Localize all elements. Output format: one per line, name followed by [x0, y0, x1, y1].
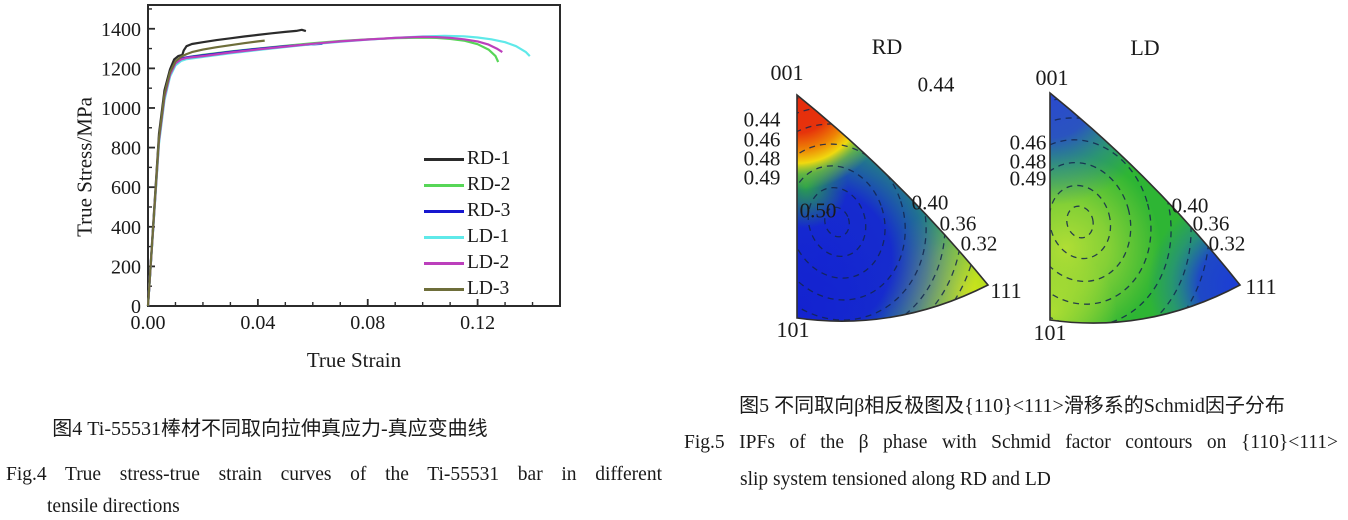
ipf-rd-contour-label: 0.40 — [911, 190, 949, 215]
ipf-rd-contour-label-top: 0.44 — [917, 72, 955, 97]
ipf-ld-contour-label: 0.40 — [1171, 193, 1209, 218]
contour-ring — [1050, 184, 1112, 260]
series-LD-3 — [146, 39, 265, 307]
contour-ring — [1050, 161, 1132, 283]
legend-swatch — [424, 261, 464, 265]
contour-ring — [797, 143, 906, 301]
ipf-ld-corner-001: 001 — [1035, 65, 1069, 90]
legend-label: RD-2 — [467, 174, 511, 196]
y-tick-label: 400 — [111, 217, 141, 239]
ipf-canvas — [796, 91, 1242, 324]
ipf-rd-contour-label: 0.44 — [743, 107, 781, 132]
contour-ring — [807, 186, 867, 258]
chart-canvas: 0.00 0.04 0.08 0.12 0 200 400 600 800 1000 1200 140… — [101, 4, 561, 334]
series-RD-3 — [146, 42, 323, 307]
ipf-rd-contour-label: 0.32 — [960, 231, 998, 256]
y-tick-label: 1000 — [101, 98, 141, 120]
ipf-ld-corner-101: 101 — [1033, 320, 1067, 345]
ipf-rd-contour-label: 0.48 — [743, 146, 781, 171]
x-tick-label: 0.04 — [240, 312, 275, 334]
y-tick-label: 200 — [111, 256, 141, 278]
legend-label: RD-3 — [467, 200, 511, 222]
legend-swatch — [424, 157, 464, 161]
legend-item-LD-3: LD-3 — [424, 276, 510, 302]
stress-strain-chart: 0.00 0.04 0.08 0.12 0 200 400 600 800 1000 1200 140… — [0, 0, 680, 400]
ipf-ld-contour-label: 0.32 — [1208, 231, 1246, 256]
ipf-rd-title: RD — [871, 34, 903, 59]
x-tick-label: 0.12 — [460, 312, 495, 334]
y-tick-label: 600 — [111, 177, 141, 199]
y-tick-label: 1400 — [101, 19, 141, 41]
legend-label: LD-1 — [467, 226, 510, 248]
ipf-rd-outline — [796, 93, 990, 322]
x-axis-title: True Strain — [306, 348, 402, 372]
y-tick-label: 1200 — [101, 58, 141, 80]
legend-item-RD-3: RD-3 — [424, 198, 510, 224]
legend-item-LD-2: LD-2 — [424, 250, 510, 276]
legend-swatch — [424, 183, 464, 187]
caption-fig5-zh: 图5 不同取向β相反极图及{110}<111>滑移系的Schmid因子分布 — [739, 395, 1285, 417]
ipf-ld-contour-label: 0.48 — [1009, 149, 1047, 174]
ipf-ld-contour-label: 0.46 — [1009, 130, 1047, 155]
ipf-rd-contour-label: 0.49 — [743, 165, 781, 190]
legend-label: RD-1 — [467, 148, 511, 170]
y-tick-label: 0 — [131, 296, 141, 318]
ipf-ld-contour-label: 0.49 — [1009, 166, 1047, 191]
ipf-rd-corner-101: 101 — [776, 317, 810, 342]
ipf-rd-corner-001: 001 — [770, 60, 804, 85]
ipf-ld-contour-label: 0.36 — [1192, 211, 1230, 236]
series-RD-1 — [146, 28, 307, 307]
ipf-ld-blue-111 — [1050, 93, 1240, 324]
legend-swatch — [424, 235, 464, 239]
legend-label: LD-2 — [467, 252, 510, 274]
legend-item-RD-1: RD-1 — [424, 146, 510, 172]
caption-fig4-zh: 图4 Ti-55531棒材不同取向拉伸真应力-真应变曲线 — [52, 418, 488, 440]
ipf-rd-corner-111: 111 — [990, 278, 1022, 303]
legend-swatch — [424, 209, 464, 213]
x-tick-label: 0.08 — [350, 312, 385, 334]
legend-item-RD-2: RD-2 — [424, 172, 510, 198]
caption-fig4-en-line1: Fig.4 True stress-true strain curves of … — [6, 464, 662, 485]
chart-legend: RD-1 RD-2 RD-3 LD-1 LD-2 LD-3 — [424, 146, 510, 302]
caption-fig5-en-line2: slip system tensioned along RD and LD — [740, 469, 1051, 490]
ipf-rd-contour-label: 0.36 — [939, 211, 977, 236]
contour-ring — [1050, 139, 1152, 305]
legend-item-LD-1: LD-1 — [424, 224, 510, 250]
legend-label: LD-3 — [467, 278, 510, 300]
legend-swatch — [424, 287, 464, 291]
ipf-rd-contour-label-center: 0.50 — [799, 198, 837, 223]
ipf-rd-contour-label: 0.46 — [743, 127, 781, 152]
ipf-ld-outline — [1049, 91, 1242, 324]
x-tick-label: 0.00 — [131, 312, 166, 334]
ipf-ld-corner-111: 111 — [1245, 274, 1277, 299]
y-axis-title: True Stress/MPa — [72, 97, 97, 237]
caption-fig5-en-line1: Fig.5 IPFs of the β phase with Schmid fa… — [684, 432, 1338, 453]
contour-ring — [1066, 205, 1094, 239]
ipf-ld-title: LD — [1130, 35, 1160, 60]
plot-frame — [147, 4, 561, 307]
caption-fig4-en-line2: tensile directions — [47, 496, 180, 517]
y-tick-label: 800 — [111, 138, 141, 160]
